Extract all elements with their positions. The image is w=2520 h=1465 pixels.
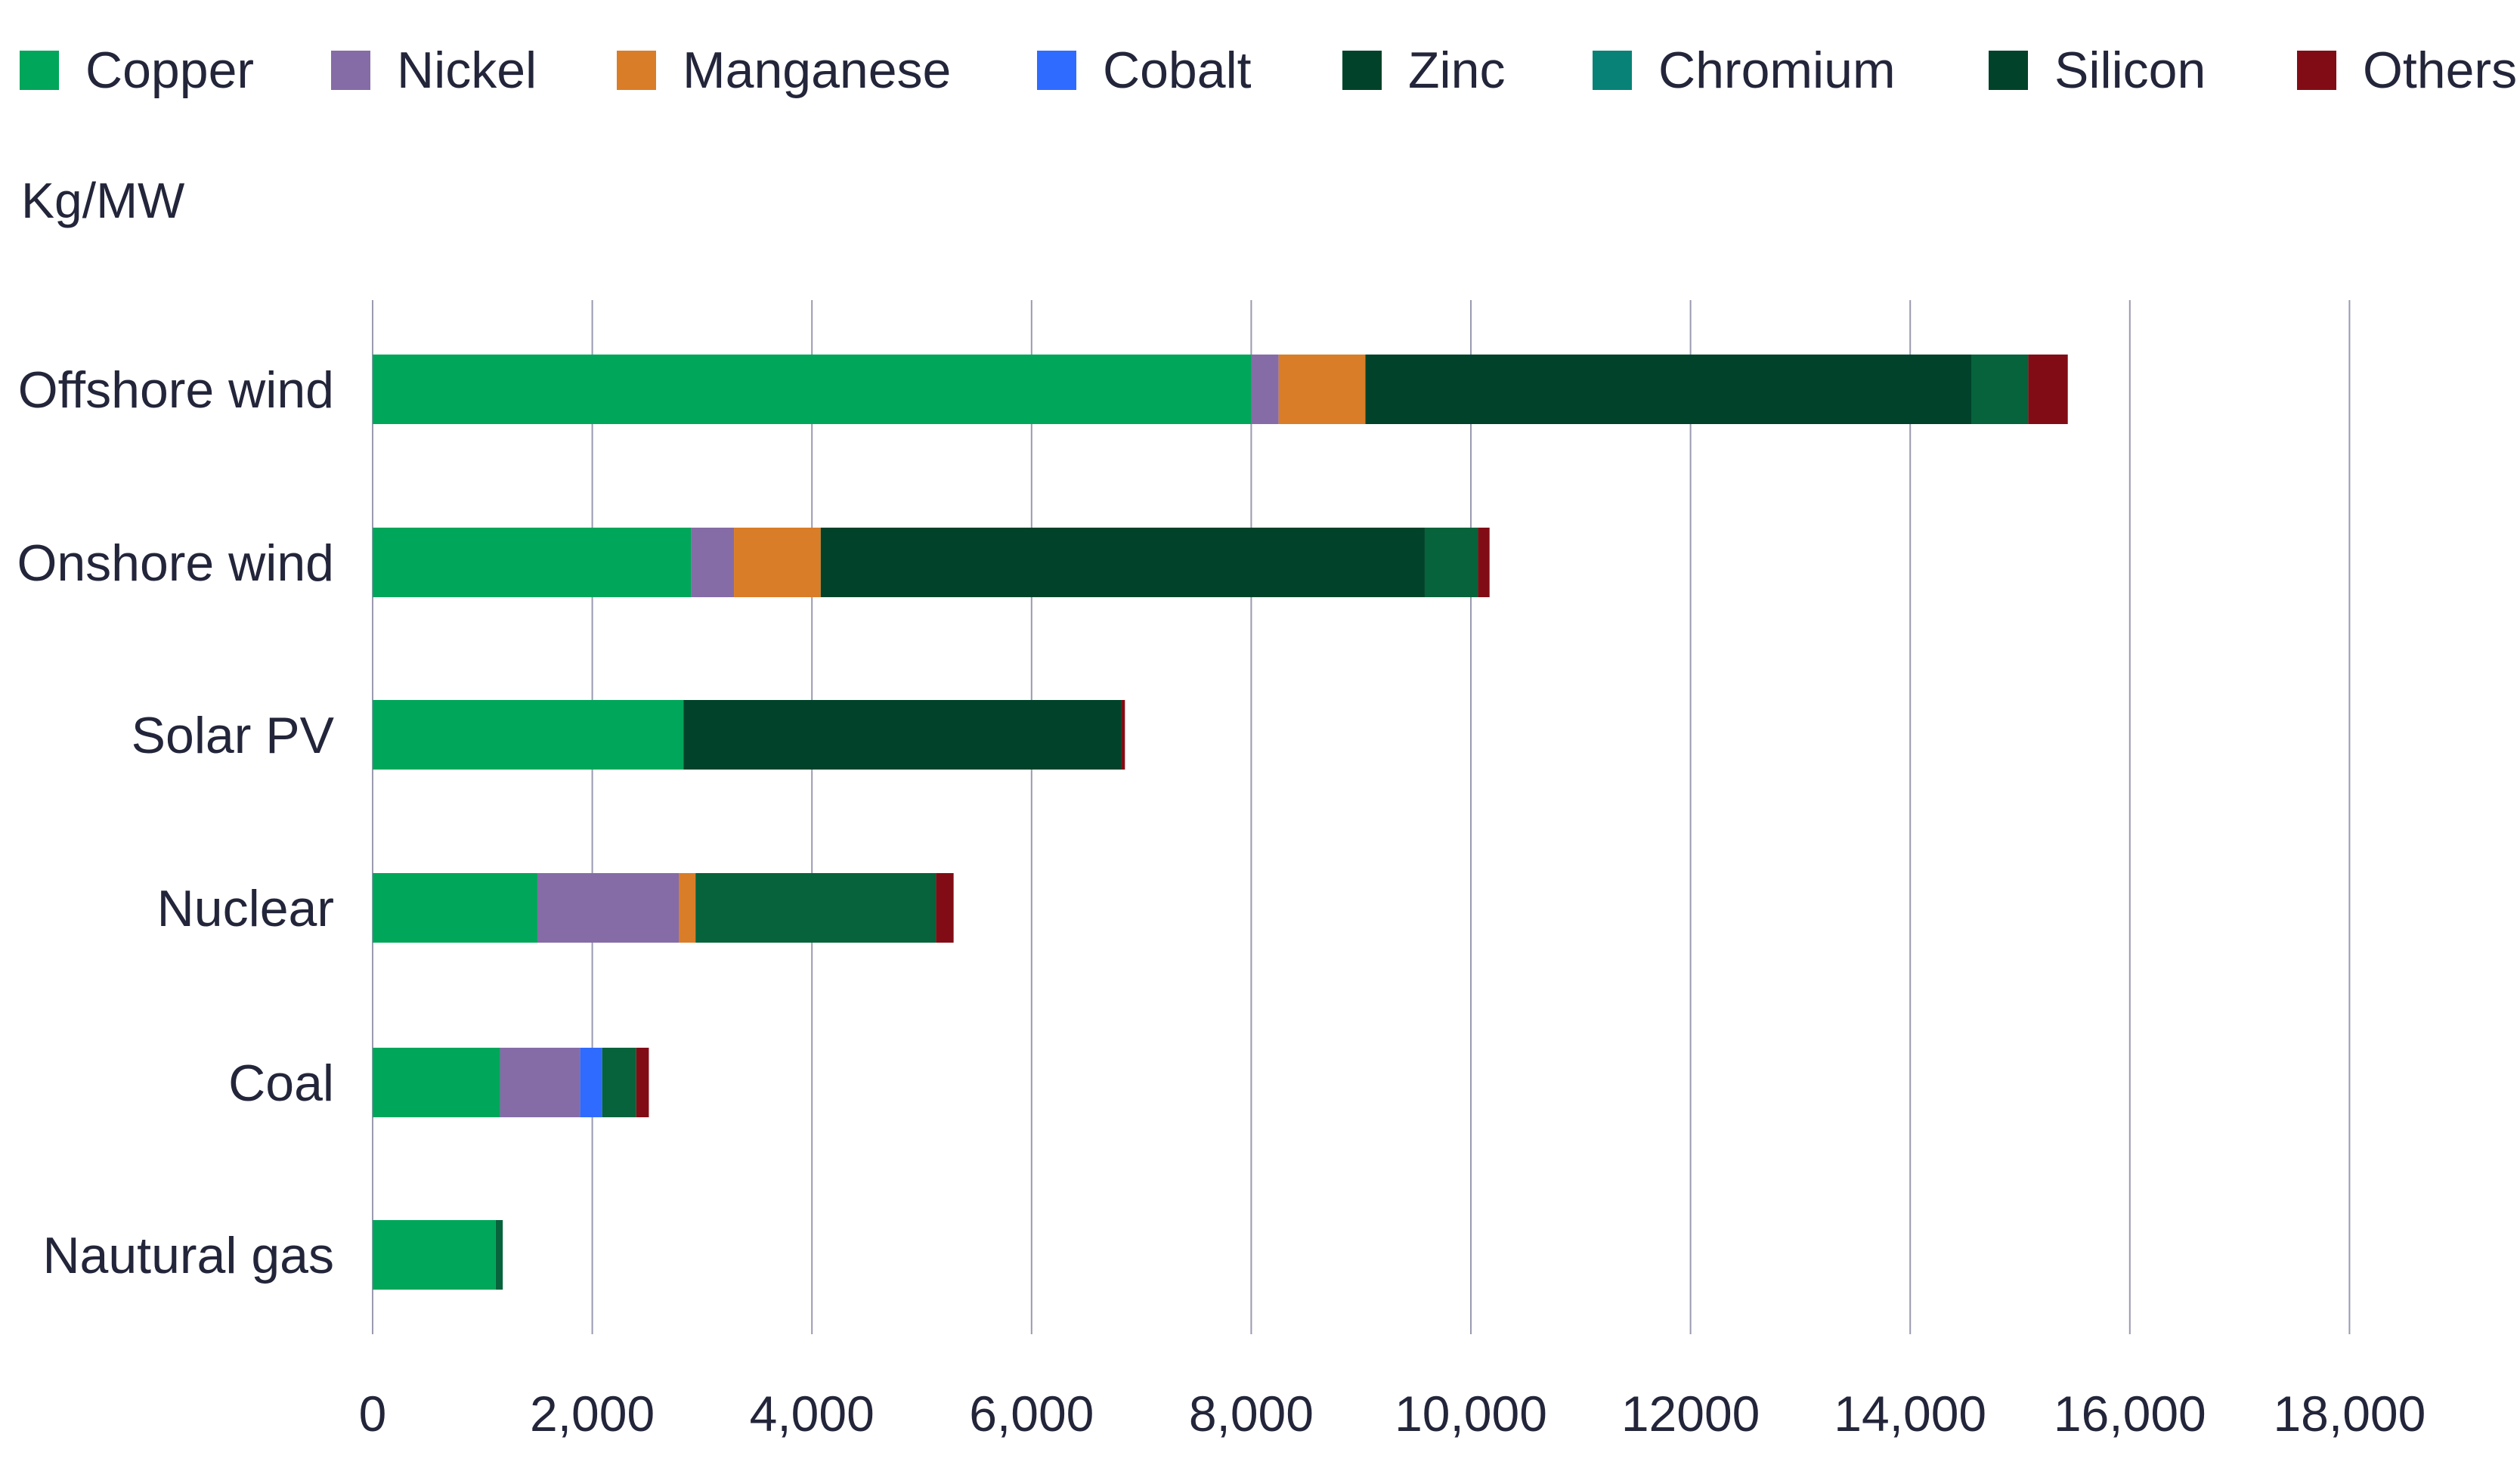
legend-swatch-chromium: [1593, 51, 1632, 90]
legend-swatch-cobalt: [1037, 51, 1076, 90]
legend-label-silicon: Silicon: [2054, 42, 2206, 99]
bar-segment-others: [636, 1048, 649, 1117]
x-tick-label: 6,000: [969, 1386, 1094, 1442]
bar-segment-chromium: [495, 1220, 503, 1290]
category-labels: Offshore wind Onshore wind Solar PV Nuclear…: [17, 361, 334, 1284]
legend-label-zinc: Zinc: [1408, 42, 1505, 99]
category-label: Nuclear: [157, 880, 334, 937]
bar-segment-nickel: [691, 528, 735, 597]
bar-segment-chromium: [1424, 528, 1478, 597]
category-label: Solar PV: [132, 707, 335, 764]
bar-segment-copper: [373, 528, 692, 597]
bar-segment-nickel: [1251, 355, 1279, 424]
bar-segment-copper: [373, 1220, 496, 1290]
bar-segment-silicon: [683, 700, 1122, 770]
legend-label-cobalt: Cobalt: [1103, 42, 1252, 99]
bar-segment-others: [1121, 700, 1125, 770]
category-label: Offshore wind: [18, 361, 334, 419]
x-tick-label: 10,000: [1395, 1386, 1547, 1442]
x-tick-label: 8,000: [1189, 1386, 1314, 1442]
x-tick-label: 2,000: [530, 1386, 655, 1442]
legend-label-chromium: Chromium: [1658, 42, 1896, 99]
category-label: Nautural gas: [42, 1227, 334, 1284]
category-label: Onshore wind: [17, 534, 334, 592]
bar-segment-copper: [373, 355, 1252, 424]
legend: Copper Nickel Manganese Cobalt Zinc Chromium S…: [20, 42, 2517, 99]
x-tick-labels: 0 2,000 4,000 6,000 8,000 10,000 12000 14,000 16…: [359, 1386, 2426, 1442]
bar-segment-copper: [373, 1048, 500, 1117]
y-axis-unit-label: Kg/MW: [21, 172, 185, 228]
bar-segment-cobalt: [580, 1048, 602, 1117]
legend-label-copper: Copper: [85, 42, 254, 99]
bar-segment-manganese: [679, 873, 696, 943]
bar-segment-nickel: [500, 1048, 580, 1117]
bar-segment-manganese: [734, 528, 821, 597]
bar-segment-zinc: [1365, 355, 1972, 424]
legend-swatch-nickel: [331, 51, 370, 90]
bar-segment-others: [2028, 355, 2068, 424]
bar-segment-others: [936, 873, 954, 943]
bar-segment-copper: [373, 700, 684, 770]
bar-segment-chromium: [602, 1048, 636, 1117]
legend-swatch-silicon: [1989, 51, 2028, 90]
x-tick-label: 18,000: [2273, 1386, 2426, 1442]
legend-swatch-zinc: [1342, 51, 1382, 90]
legend-label-nickel: Nickel: [397, 42, 537, 99]
bar-segment-copper: [373, 873, 537, 943]
legend-swatch-manganese: [617, 51, 656, 90]
x-tick-label: 16,000: [2054, 1386, 2206, 1442]
gridlines: [372, 300, 2351, 1334]
x-tick-label: 0: [359, 1386, 387, 1442]
bar-segment-zinc: [820, 528, 1425, 597]
category-label: Coal: [228, 1055, 334, 1112]
bars: [373, 355, 2068, 1290]
legend-swatch-copper: [20, 51, 59, 90]
bar-segment-nickel: [537, 873, 680, 943]
x-tick-label: 12000: [1621, 1386, 1760, 1442]
legend-label-others: Others: [2363, 42, 2517, 99]
bar-segment-chromium: [1971, 355, 2029, 424]
bar-segment-manganese: [1278, 355, 1366, 424]
legend-label-manganese: Manganese: [683, 42, 951, 99]
x-tick-label: 14,000: [1834, 1386, 1986, 1442]
bar-segment-chromium: [695, 873, 936, 943]
x-tick-label: 4,000: [750, 1386, 875, 1442]
bar-segment-others: [1478, 528, 1490, 597]
legend-swatch-others: [2297, 51, 2336, 90]
